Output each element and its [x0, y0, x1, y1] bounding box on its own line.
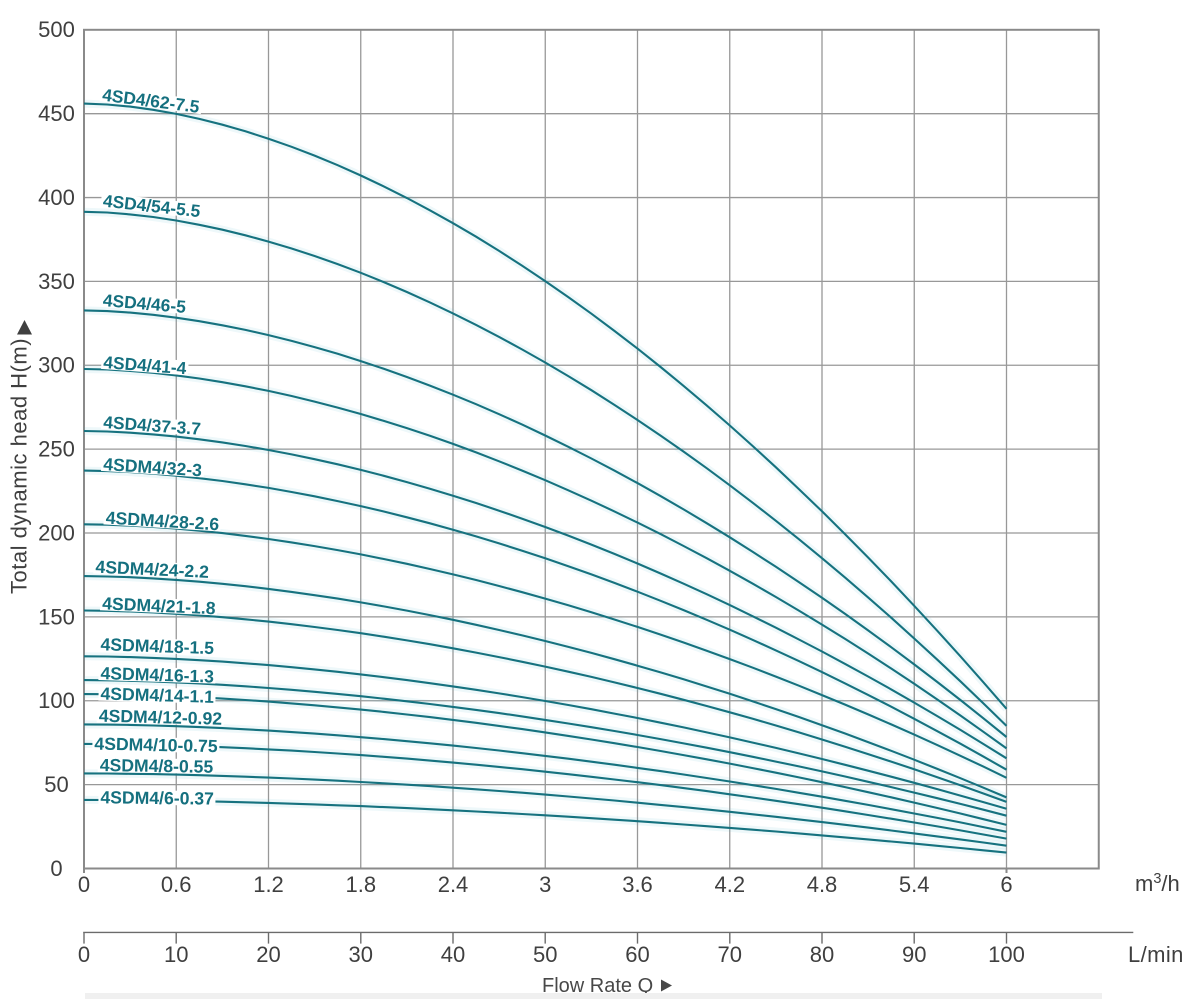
svg-text:10: 10 — [164, 942, 188, 967]
svg-text:4SDM4/14-1.1: 4SDM4/14-1.1 — [100, 684, 214, 707]
svg-text:6: 6 — [1000, 872, 1012, 897]
svg-text:3.6: 3.6 — [622, 872, 653, 897]
svg-text:80: 80 — [810, 942, 834, 967]
svg-text:0: 0 — [50, 856, 62, 881]
svg-text:70: 70 — [718, 942, 742, 967]
svg-text:100: 100 — [38, 688, 75, 713]
svg-text:0: 0 — [78, 872, 90, 897]
svg-text:200: 200 — [38, 520, 75, 545]
svg-text:450: 450 — [38, 101, 75, 126]
svg-text:0: 0 — [78, 942, 90, 967]
svg-text:4.8: 4.8 — [807, 872, 838, 897]
svg-text:1.8: 1.8 — [346, 872, 377, 897]
svg-text:60: 60 — [625, 942, 649, 967]
svg-text:3: 3 — [539, 872, 551, 897]
svg-text:150: 150 — [38, 604, 75, 629]
svg-text:90: 90 — [902, 942, 926, 967]
svg-text:40: 40 — [441, 942, 465, 967]
svg-text:100: 100 — [988, 942, 1025, 967]
svg-text:5.4: 5.4 — [899, 872, 930, 897]
svg-text:30: 30 — [349, 942, 373, 967]
svg-text:0.6: 0.6 — [161, 872, 192, 897]
svg-text:50: 50 — [44, 772, 68, 797]
svg-text:4SDM4/18-1.5: 4SDM4/18-1.5 — [100, 634, 214, 658]
svg-text:300: 300 — [38, 353, 75, 378]
svg-text:500: 500 — [38, 17, 75, 42]
svg-text:Total dynamic head H(m): Total dynamic head H(m) — [7, 338, 32, 594]
svg-text:4SDM4/8-0.55: 4SDM4/8-0.55 — [100, 755, 214, 777]
svg-text:4SDM4/6-0.37: 4SDM4/6-0.37 — [100, 787, 214, 808]
svg-text:Flow Rate Q: Flow Rate Q — [542, 975, 653, 997]
svg-text:400: 400 — [38, 185, 75, 210]
svg-text:4SDM4/16-1.3: 4SDM4/16-1.3 — [100, 663, 214, 686]
svg-text:2.4: 2.4 — [438, 872, 469, 897]
svg-text:4.2: 4.2 — [715, 872, 746, 897]
svg-text:350: 350 — [38, 269, 75, 294]
svg-text:4SDM4/12-0.92: 4SDM4/12-0.92 — [99, 706, 223, 729]
svg-text:20: 20 — [256, 942, 280, 967]
svg-text:250: 250 — [38, 437, 75, 462]
svg-text:1.2: 1.2 — [253, 872, 284, 897]
svg-text:L/min: L/min — [1128, 942, 1184, 967]
svg-text:4SDM4/10-0.75: 4SDM4/10-0.75 — [94, 734, 218, 757]
svg-text:50: 50 — [533, 942, 557, 967]
